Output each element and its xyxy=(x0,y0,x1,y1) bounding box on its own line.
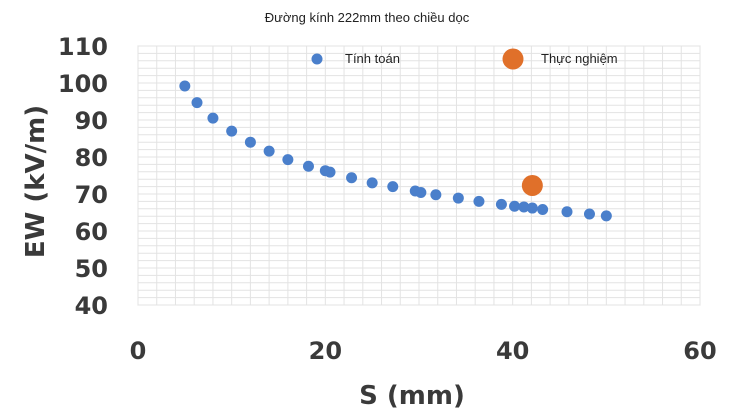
data-point-tinh-toan xyxy=(452,192,464,204)
data-point-tinh-toan xyxy=(324,166,336,178)
legend-marker-thuc-nghiem xyxy=(502,48,524,70)
data-point-tinh-toan xyxy=(495,198,507,210)
data-point-tinh-toan xyxy=(346,172,358,184)
y-axis-label: EW (kV/m) xyxy=(21,105,51,258)
legend-label-tinh-toan: Tính toán xyxy=(345,51,400,66)
data-point-tinh-toan xyxy=(244,136,256,148)
data-point-thuc-nghiem xyxy=(521,174,543,196)
data-point-tinh-toan xyxy=(263,145,275,157)
data-point-tinh-toan xyxy=(179,80,191,92)
data-point-tinh-toan xyxy=(537,204,549,216)
data-point-tinh-toan xyxy=(226,125,238,137)
data-point-tinh-toan xyxy=(518,201,530,213)
legend-marker-tinh-toan xyxy=(311,53,323,65)
y-tick-label: 70 xyxy=(75,181,108,209)
data-point-tinh-toan xyxy=(302,160,314,172)
legend-label-thuc-nghiem: Thực nghiệm xyxy=(541,51,618,66)
data-point-tinh-toan xyxy=(207,112,219,124)
x-axis-label: S (mm) xyxy=(359,381,465,411)
legend: Tính toán Thực nghiệm xyxy=(311,48,618,70)
y-tick-label: 60 xyxy=(75,218,108,246)
y-tick-label: 100 xyxy=(58,70,108,98)
y-tick-label: 90 xyxy=(75,107,108,135)
data-point-tinh-toan xyxy=(282,154,294,166)
data-point-tinh-toan xyxy=(526,202,538,214)
x-tick-label: 0 xyxy=(130,337,147,365)
chart-title: Đường kính 222mm theo chiều dọc xyxy=(264,10,470,25)
y-tick-label: 110 xyxy=(58,33,108,61)
y-tick-label: 80 xyxy=(75,144,108,172)
data-point-tinh-toan xyxy=(387,181,399,193)
y-tick-label: 40 xyxy=(75,292,108,320)
data-point-tinh-toan xyxy=(473,195,485,207)
data-point-tinh-toan xyxy=(509,200,521,212)
x-tick-label: 40 xyxy=(496,337,529,365)
y-tick-label: 50 xyxy=(75,255,108,283)
data-point-tinh-toan xyxy=(583,208,595,220)
data-point-tinh-toan xyxy=(430,189,442,201)
data-point-tinh-toan xyxy=(415,187,427,199)
x-tick-label: 20 xyxy=(309,337,342,365)
data-point-tinh-toan xyxy=(561,206,573,218)
data-point-tinh-toan xyxy=(191,97,203,109)
gridlines xyxy=(137,45,701,306)
data-point-tinh-toan xyxy=(600,210,612,222)
data-point-tinh-toan xyxy=(366,177,378,189)
x-tick-label: 60 xyxy=(683,337,716,365)
